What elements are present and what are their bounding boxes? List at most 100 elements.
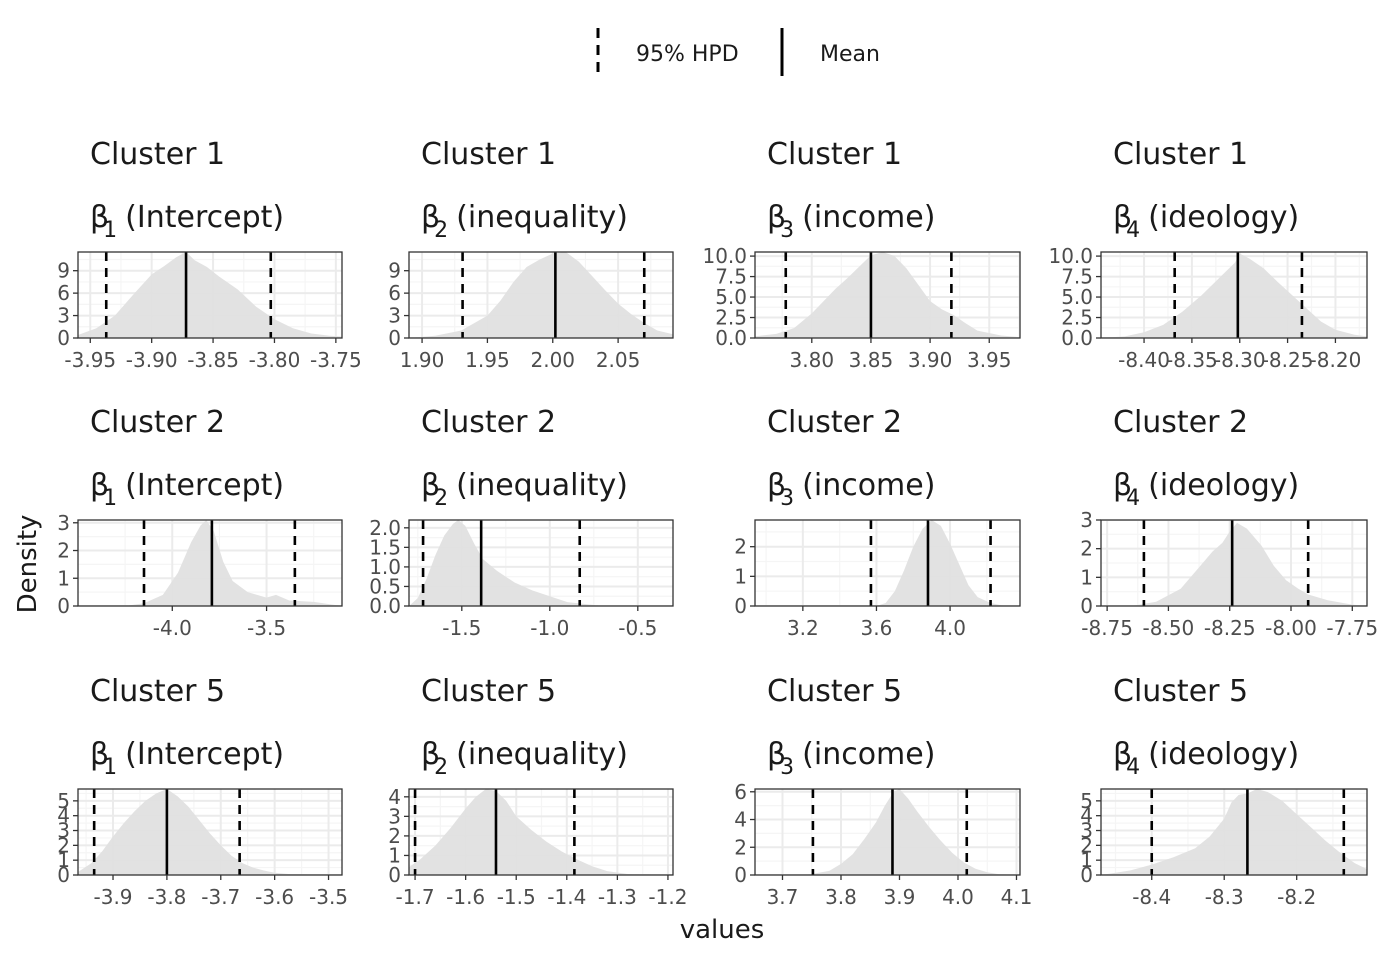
x-tick-label: -0.5 bbox=[618, 616, 657, 640]
x-tick-label: -1.6 bbox=[446, 885, 485, 909]
beta-symbol: β bbox=[767, 468, 786, 503]
panel-cluster-title: Cluster 2 bbox=[421, 405, 556, 440]
y-tick-label: 4 bbox=[388, 785, 401, 809]
y-tick-label: 7.5 bbox=[1061, 265, 1093, 289]
panel-border bbox=[1100, 251, 1368, 339]
x-tick-label: -8.25 bbox=[1204, 616, 1256, 640]
beta-symbol: β bbox=[90, 468, 109, 503]
y-tick-label: 6 bbox=[57, 281, 70, 305]
plot-area bbox=[1101, 789, 1367, 875]
x-tick-label: -8.00 bbox=[1265, 616, 1317, 640]
x-tick-label: -3.6 bbox=[255, 885, 294, 909]
x-tick-label: -8.35 bbox=[1166, 348, 1218, 372]
y-tick-label: 6 bbox=[734, 780, 747, 804]
panel-cluster-title: Cluster 1 bbox=[421, 137, 556, 172]
x-tick-label: -4.0 bbox=[153, 616, 192, 640]
y-tick-label: 3 bbox=[388, 804, 401, 828]
x-tick-label: 4.0 bbox=[934, 616, 966, 640]
density-area bbox=[755, 789, 1020, 875]
x-tick-label: 4.1 bbox=[1001, 885, 1033, 909]
panel-cluster-title: Cluster 5 bbox=[421, 674, 556, 709]
x-tick-label: -3.85 bbox=[187, 348, 239, 372]
beta-subscript: 4 bbox=[1126, 218, 1140, 243]
panel-border bbox=[754, 788, 1021, 876]
y-tick-label: 2.5 bbox=[1061, 306, 1093, 330]
y-tick-label: 4 bbox=[57, 804, 70, 828]
y-tick-label: 3 bbox=[1080, 508, 1093, 532]
panel-cluster-title: Cluster 2 bbox=[767, 405, 902, 440]
y-tick-label: 4 bbox=[734, 808, 747, 832]
beta-subscript: 1 bbox=[103, 486, 117, 511]
plot-area bbox=[755, 252, 1020, 338]
x-tick-label: 3.7 bbox=[767, 885, 799, 909]
x-tick-label: 2.00 bbox=[530, 348, 575, 372]
y-tick-label: 1 bbox=[57, 848, 70, 872]
density-area bbox=[1101, 253, 1367, 338]
panel-cluster-title: Cluster 1 bbox=[767, 137, 902, 172]
beta-subscript: 2 bbox=[434, 486, 448, 511]
panel-border bbox=[77, 788, 343, 876]
y-tick-label: 0 bbox=[1080, 594, 1093, 618]
x-tick-label: 3.85 bbox=[849, 348, 894, 372]
parameter-name: (inequality) bbox=[456, 737, 628, 772]
y-tick-label: 0 bbox=[388, 863, 401, 887]
x-tick-label: -8.3 bbox=[1205, 885, 1244, 909]
y-tick-label: 0 bbox=[57, 863, 70, 887]
parameter-name: (ideology) bbox=[1148, 737, 1299, 772]
x-tick-label: -8.50 bbox=[1143, 616, 1195, 640]
y-tick-label: 7.5 bbox=[715, 265, 747, 289]
panel-parameter-title: β1 (Intercept) bbox=[90, 468, 284, 511]
plot-area bbox=[409, 789, 673, 875]
x-tick-label: -3.5 bbox=[247, 616, 286, 640]
panel-parameter-title: β3 (income) bbox=[767, 468, 935, 511]
x-tick-label: 3.6 bbox=[861, 616, 893, 640]
x-tick-label: -7.75 bbox=[1326, 616, 1378, 640]
y-tick-label: 0 bbox=[1080, 863, 1093, 887]
x-tick-label: -3.95 bbox=[64, 348, 116, 372]
y-tick-label: 2 bbox=[57, 539, 70, 563]
panel-parameter-title: β4 (ideology) bbox=[1113, 468, 1299, 511]
x-tick-label: 3.2 bbox=[787, 616, 819, 640]
y-tick-label: 10.0 bbox=[702, 244, 747, 268]
panel-border bbox=[754, 519, 1021, 607]
y-tick-label: 1.0 bbox=[369, 555, 401, 579]
y-tick-label: 4 bbox=[1080, 804, 1093, 828]
x-tick-label: -8.2 bbox=[1277, 885, 1316, 909]
x-tick-label: -1.4 bbox=[547, 885, 586, 909]
y-tick-label: 6 bbox=[388, 281, 401, 305]
beta-symbol: β bbox=[1113, 200, 1132, 235]
x-tick-label: 4.0 bbox=[942, 885, 974, 909]
panel-border bbox=[1100, 519, 1368, 607]
plot-area bbox=[409, 252, 673, 338]
panel-border bbox=[408, 519, 674, 607]
parameter-name: (income) bbox=[802, 468, 935, 503]
x-tick-label: -3.8 bbox=[147, 885, 186, 909]
density-area bbox=[409, 789, 673, 875]
panel-parameter-title: β2 (inequality) bbox=[421, 200, 628, 243]
y-tick-label: 0 bbox=[57, 326, 70, 350]
plot-area bbox=[78, 789, 342, 875]
plot-background bbox=[755, 520, 1020, 606]
panel-parameter-title: β2 (inequality) bbox=[421, 737, 628, 780]
beta-symbol: β bbox=[421, 737, 440, 772]
plot-area bbox=[1101, 520, 1367, 606]
panel-cluster-title: Cluster 5 bbox=[1113, 674, 1248, 709]
x-tick-label: -8.25 bbox=[1262, 348, 1314, 372]
legend-mean-label: Mean bbox=[820, 42, 880, 67]
plot-area bbox=[409, 520, 673, 606]
y-tick-label: 0 bbox=[734, 594, 747, 618]
parameter-name: (ideology) bbox=[1148, 468, 1299, 503]
beta-symbol: β bbox=[767, 737, 786, 772]
panel-border bbox=[754, 251, 1021, 339]
density-area bbox=[78, 789, 342, 875]
parameter-name: (Intercept) bbox=[125, 737, 284, 772]
panel-cluster-title: Cluster 5 bbox=[767, 674, 902, 709]
y-tick-label: 5.0 bbox=[1061, 285, 1093, 309]
beta-subscript: 3 bbox=[780, 218, 794, 243]
beta-subscript: 3 bbox=[780, 486, 794, 511]
y-tick-label: 5 bbox=[57, 789, 70, 813]
